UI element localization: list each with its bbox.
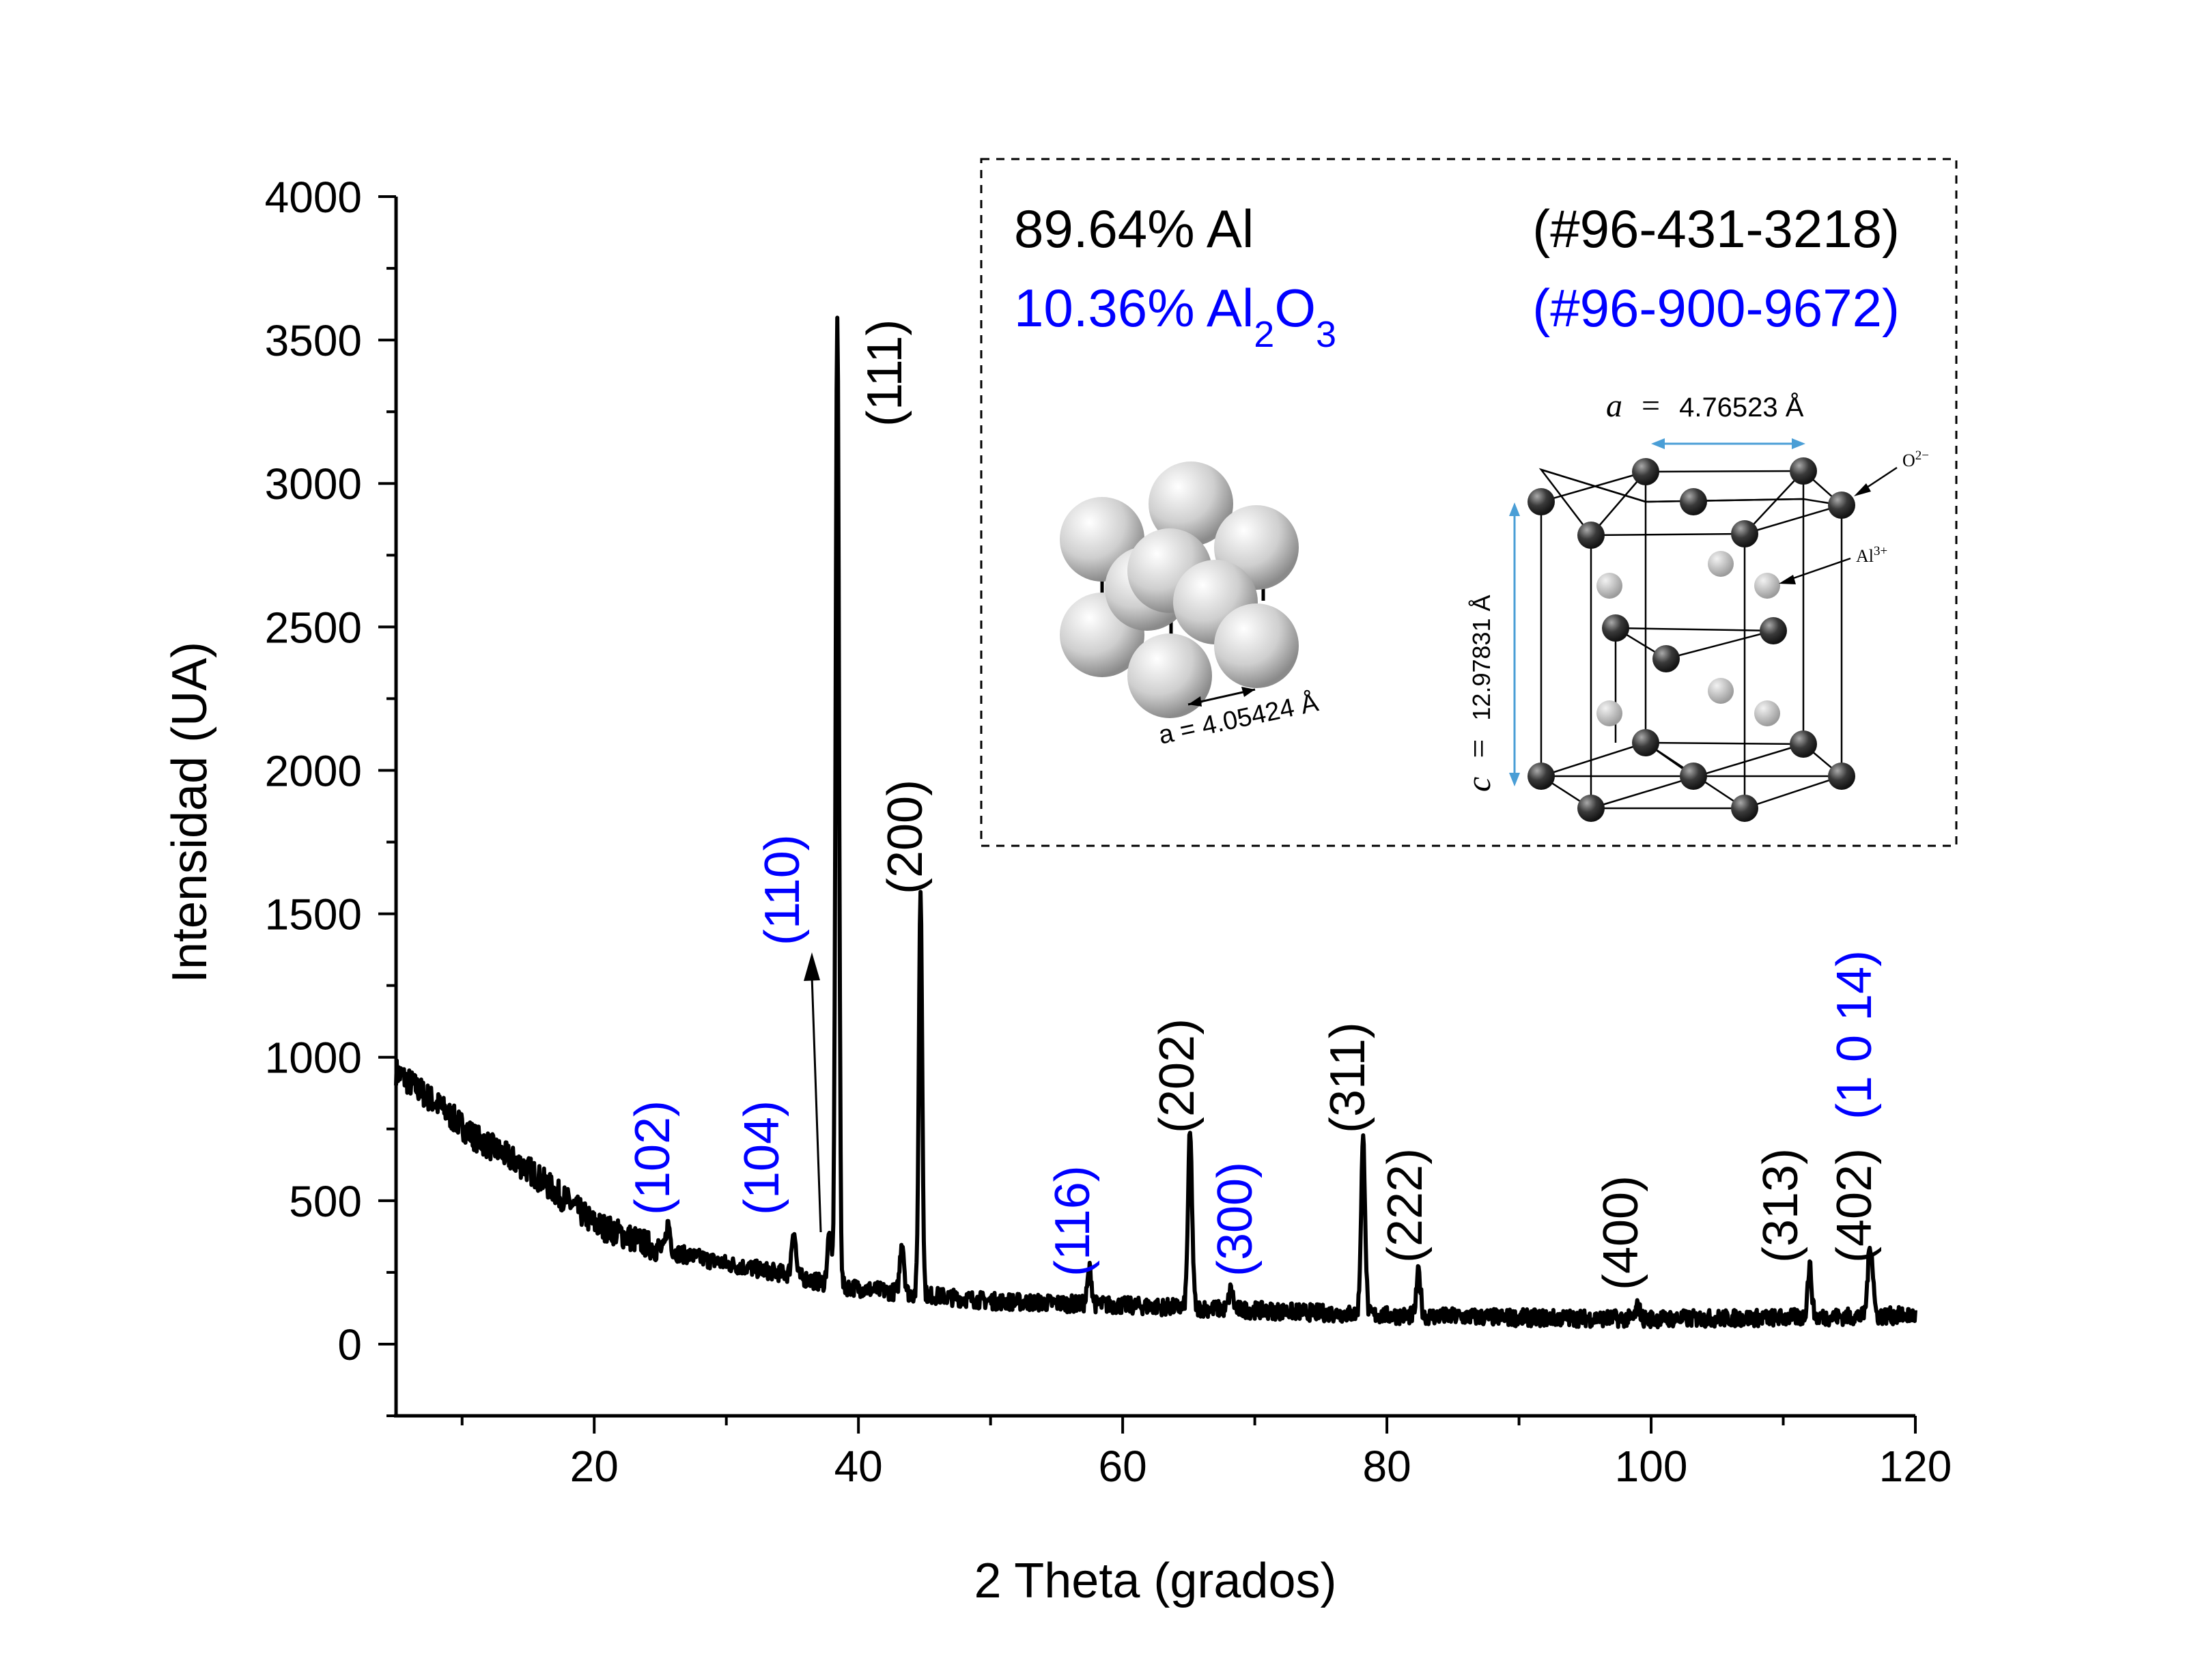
peak-label: (1 0 14): [1827, 950, 1882, 1120]
hcp-a-eq: =: [1642, 388, 1660, 424]
y-tick-label: 3000: [265, 459, 362, 509]
y-tick-label: 1500: [265, 890, 362, 939]
peak-label: (102): [625, 1100, 680, 1215]
legend-oxygen: O: [1274, 278, 1316, 338]
o2-ion-atom: [1828, 492, 1855, 519]
o2-ion-atom: [1731, 795, 1758, 822]
o2-ion-atom: [1652, 645, 1680, 672]
hcp-al2o3-structure-illustration: a = 4.76523 Å c = 12.97831 Å O2− Al3+: [1459, 388, 1929, 822]
peak-label: (200): [878, 780, 933, 894]
arrow-110-head: [804, 952, 820, 981]
x-tick-label: 40: [834, 1442, 883, 1491]
al3-ions: [1596, 551, 1780, 726]
al-ion-label: Al3+: [1856, 544, 1887, 567]
al3-ion-atom: [1596, 573, 1622, 599]
peak-label: (222): [1378, 1148, 1433, 1263]
peak-label: (104): [735, 1100, 789, 1215]
o2-ion-atom: [1577, 522, 1605, 549]
peak-label: (300): [1208, 1162, 1263, 1277]
o2-ion-atom: [1528, 488, 1555, 515]
o-ion-symbol: O: [1902, 451, 1915, 470]
o-ion-label: O2−: [1902, 449, 1929, 471]
al3-ion-atom: [1708, 678, 1734, 704]
o2-ion-atom: [1760, 617, 1787, 644]
o2-ion-atom: [1602, 614, 1629, 642]
x-tick-label: 60: [1099, 1442, 1147, 1491]
hcp-c-value: 12.97831 Å: [1467, 595, 1495, 720]
y-tick-label: 0: [337, 1320, 362, 1369]
o2-ion-atom: [1680, 763, 1707, 790]
legend-subscript-3: 3: [1316, 314, 1336, 355]
hcp-a-symbol: a: [1606, 388, 1622, 424]
peak-label: (402): [1827, 1148, 1882, 1263]
o2-ion-atom: [1528, 763, 1555, 790]
inset-panel: 89.64% Al (#96-431-3218) 10.36% Al2O3 (#…: [980, 158, 1958, 847]
o2-ion-atom: [1577, 795, 1605, 822]
arrow-110: [811, 976, 822, 1233]
fcc-al-structure-illustration: a = 4.05424 Å: [1060, 461, 1321, 750]
xrd-pattern-line: [394, 315, 1917, 1330]
o-ion-charge: 2−: [1915, 449, 1929, 463]
o2-ion-atom: [1828, 763, 1855, 790]
al3-ion-atom: [1596, 700, 1622, 726]
y-tick-label: 3500: [265, 316, 362, 365]
o2-ion-atom: [1731, 520, 1758, 547]
peak-label: (202): [1150, 1019, 1205, 1133]
o2-ions: [1528, 457, 1855, 822]
hcp-a-value: 4.76523 Å: [1679, 392, 1804, 423]
al-ion-symbol: Al: [1856, 546, 1874, 566]
x-tick-label: 120: [1879, 1442, 1952, 1491]
y-tick-label: 4000: [265, 173, 362, 222]
x-tick-label: 100: [1615, 1442, 1688, 1491]
peak-label: (400): [1594, 1176, 1648, 1290]
al-ion-charge: 3+: [1874, 544, 1887, 558]
y-axis-title: Intensidad (UA): [163, 642, 217, 983]
peak-label: (111): [858, 319, 912, 427]
y-tick-label: 1000: [265, 1034, 362, 1083]
y-tick-label: 500: [289, 1177, 362, 1226]
inset-border: [980, 158, 1958, 847]
hcp-c-label: c = 12.97831 Å: [1459, 595, 1497, 792]
y-tick-label: 2000: [265, 746, 362, 795]
x-axis-title: 2 Theta (grados): [974, 1554, 1337, 1608]
legend-subscript-2: 2: [1254, 314, 1274, 355]
o2-ion-atom: [1632, 458, 1659, 485]
legend-al-percent: 89.64% Al: [1014, 199, 1254, 259]
al3-ion-atom: [1708, 551, 1734, 577]
peak-labels: (102) (104) (110) (111) (200) (116) (202)(300)…: [625, 319, 1882, 1290]
legend-al2o3-percent: 10.36% Al2O3: [1014, 278, 1336, 355]
peak-label: (116): [1045, 1165, 1100, 1277]
o2-ion-atom: [1790, 730, 1817, 758]
x-tick-label: 80: [1362, 1442, 1411, 1491]
hcp-c-eq: =: [1459, 739, 1497, 758]
o2-ion-atom: [1680, 488, 1707, 515]
y-ticks: 0 500 1000 1500 2000 2500 3000 3500 4000: [265, 173, 396, 1417]
legend-al-reference: (#96-431-3218): [1532, 199, 1900, 259]
y-tick-label: 2500: [265, 603, 362, 652]
al3-ion-atom: [1754, 700, 1780, 726]
legend-al2o3-reference: (#96-900-9672): [1532, 278, 1900, 338]
peak-label: (313): [1754, 1148, 1808, 1263]
x-tick-label: 20: [570, 1442, 619, 1491]
o2-ion-atom: [1632, 729, 1659, 756]
x-ticks: 20 40 60 80 100 120: [460, 1416, 1952, 1491]
al3-ion-atom: [1754, 573, 1780, 599]
hcp-c-symbol: c: [1459, 777, 1497, 792]
legend-al2o3-text: 10.36% Al: [1014, 278, 1254, 338]
peak-label: (311): [1321, 1022, 1375, 1133]
peak-label: (110): [755, 834, 810, 945]
hcp-a-label: a = 4.76523 Å: [1606, 388, 1804, 424]
o2-ion-atom: [1790, 457, 1817, 485]
